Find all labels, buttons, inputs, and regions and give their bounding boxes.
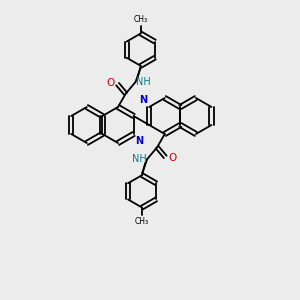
Text: CH₃: CH₃ — [135, 217, 149, 226]
Text: N: N — [139, 95, 147, 105]
Text: NH: NH — [136, 77, 151, 87]
Text: NH: NH — [131, 154, 146, 164]
Text: O: O — [106, 78, 115, 88]
Text: N: N — [136, 136, 144, 146]
Text: CH₃: CH₃ — [134, 16, 148, 25]
Text: O: O — [168, 153, 176, 163]
